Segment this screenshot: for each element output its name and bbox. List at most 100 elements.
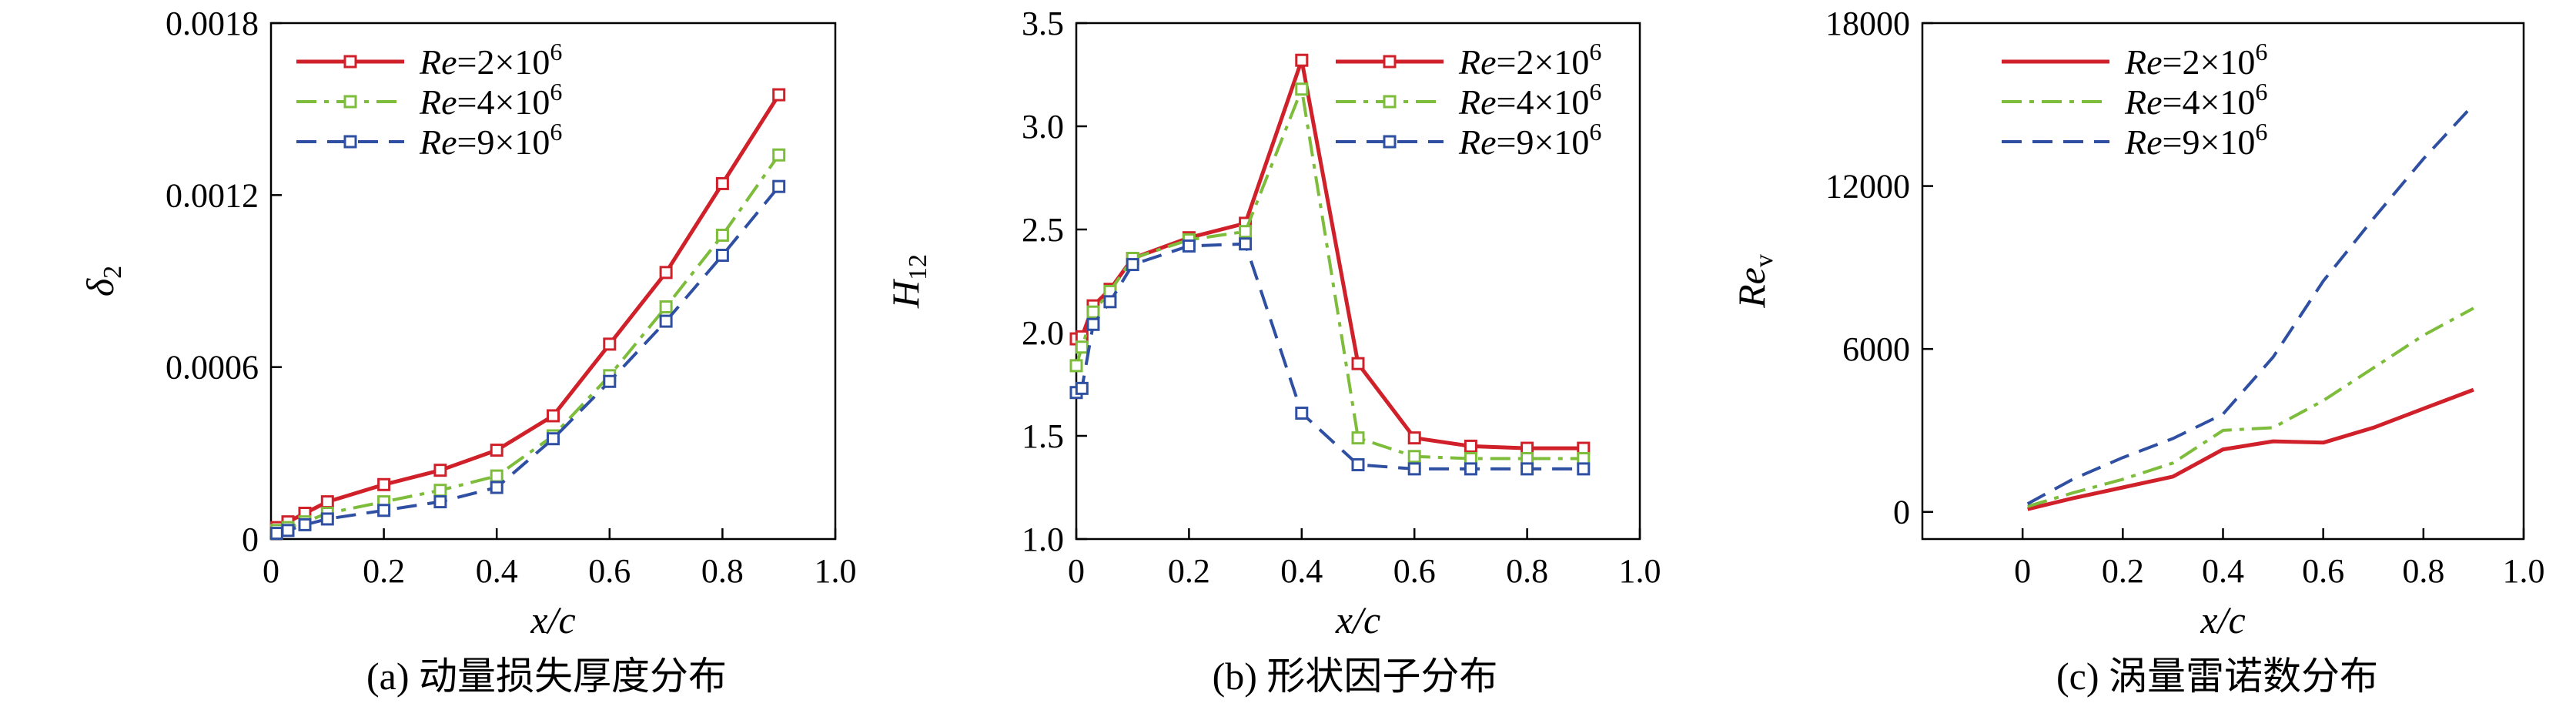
data-point-marker [1126, 258, 1139, 272]
x-tick-label: 0.4 [476, 552, 518, 590]
data-point-marker [281, 524, 295, 538]
data-point-marker [320, 495, 334, 509]
data-point-marker [547, 409, 560, 423]
series-line-1 [2027, 306, 2474, 508]
y-tick-label: 0.0006 [166, 349, 259, 387]
x-tick-label: 0.4 [2202, 552, 2244, 590]
data-point-marker [377, 504, 391, 517]
y-tick-label: 12000 [1825, 168, 1910, 206]
legend-marker [343, 55, 357, 69]
legend-label-2: Re=9×106 [2124, 118, 2267, 162]
y-tick-label: 6000 [1842, 330, 1910, 368]
data-point-marker [1069, 359, 1083, 373]
series-line-2 [2026, 103, 2475, 505]
panel-caption: (a) 动量损失厚度分布 [366, 655, 727, 698]
data-point-marker [1086, 317, 1100, 331]
data-point-marker [490, 481, 503, 494]
x-tick-label: 0.8 [2402, 552, 2444, 590]
y-tick-label: 0 [242, 521, 259, 558]
x-tick-label: 0.6 [588, 552, 631, 590]
x-tick-label: 0 [2014, 552, 2031, 590]
data-point-marker [1351, 357, 1365, 370]
x-tick-label: 1.0 [815, 552, 857, 590]
data-point-marker [1295, 53, 1309, 67]
legend-label-1: Re=4×106 [1458, 78, 1601, 122]
series-line-2 [276, 185, 781, 535]
data-point-marker [547, 432, 560, 446]
x-tick-label: 0.6 [1393, 552, 1436, 590]
data-point-marker [1407, 450, 1421, 464]
x-tick-label: 0 [1068, 552, 1085, 590]
x-axis-label: x/c [530, 598, 575, 641]
y-tick-label: 0.0018 [166, 5, 259, 42]
y-tick-label: 3.5 [1022, 5, 1064, 42]
legend-label-1: Re=4×106 [419, 78, 562, 122]
data-point-marker [603, 337, 617, 351]
legend-label-0: Re=2×106 [1458, 38, 1601, 82]
x-tick-label: 0.8 [701, 552, 744, 590]
x-axis-label: x/c [2200, 598, 2245, 641]
legend-label-0: Re=2×106 [419, 38, 562, 82]
y-tick-label: 1.5 [1022, 417, 1064, 455]
x-tick-label: 1.0 [2503, 552, 2545, 590]
series-line-2 [1075, 242, 1584, 471]
x-axis-label: x/c [1335, 598, 1380, 641]
data-point-marker [659, 314, 673, 328]
y-tick-label: 0.0012 [166, 176, 259, 214]
data-point-marker [1239, 225, 1253, 239]
data-point-marker [1239, 237, 1253, 251]
panel-caption: (b) 形状因子分布 [1213, 655, 1498, 698]
legend-marker [343, 135, 357, 149]
y-tick-label: 2.0 [1022, 314, 1064, 352]
data-point-marker [1295, 407, 1309, 420]
data-point-marker [715, 228, 729, 242]
data-point-marker [490, 444, 503, 457]
x-tick-label: 0 [263, 552, 279, 590]
y-tick-label: 3.0 [1022, 108, 1064, 146]
data-point-marker [1407, 431, 1421, 445]
data-point-marker [715, 176, 729, 190]
y-tick-label: 0 [1893, 494, 1910, 531]
data-point-marker [772, 88, 786, 102]
data-point-marker [1407, 462, 1421, 476]
data-point-marker [1103, 295, 1117, 309]
legend-label-2: Re=9×106 [1458, 118, 1601, 162]
data-point-marker [433, 464, 447, 477]
data-point-marker [1075, 340, 1089, 354]
data-point-marker [1182, 239, 1196, 253]
data-point-marker [659, 300, 673, 313]
data-point-marker [1086, 305, 1100, 319]
data-point-marker [772, 179, 786, 193]
data-point-marker [433, 495, 447, 509]
chart-panel-a: 0 0.2 0.4 0.6 0.8 1.0 0 0.0006 0.0012 0.0018 x/c δ2… [79, 5, 857, 698]
chart-panel-c: 0 0.2 0.4 0.6 0.8 1.0 0 6000 12000 18000 x/c Rev Re=… [1730, 5, 2545, 698]
chart-panel-b: 0 0.2 0.4 0.6 0.8 1.0 1.0 1.5 2.0 2.5 3.0 3.5 x/c H12… [884, 5, 1661, 698]
legend-marker [1383, 135, 1397, 149]
series-line-0 [2027, 387, 2474, 511]
y-axis-label: Rev [1730, 254, 1778, 309]
data-point-marker [433, 484, 447, 497]
x-tick-label: 0.2 [1168, 552, 1210, 590]
legend-marker [343, 95, 357, 109]
data-point-marker [1351, 431, 1365, 445]
data-point-marker [1075, 381, 1089, 395]
data-point-marker [1464, 439, 1477, 453]
data-point-marker [1464, 462, 1477, 476]
series-line-1 [276, 154, 781, 532]
data-point-marker [659, 266, 673, 280]
legend-label-1: Re=4×106 [2124, 78, 2267, 122]
legend-marker [1383, 55, 1397, 69]
x-tick-label: 0.2 [2102, 552, 2144, 590]
panel-caption: (c) 涡量雷诺数分布 [2056, 655, 2378, 698]
data-point-marker [377, 477, 391, 491]
data-point-marker [298, 517, 312, 531]
data-point-marker [320, 512, 334, 526]
y-tick-label: 2.5 [1022, 211, 1064, 249]
plot-frame [269, 22, 837, 541]
data-point-marker [1577, 462, 1591, 476]
data-point-marker [603, 374, 617, 388]
data-point-marker [490, 469, 503, 483]
data-point-marker [772, 148, 786, 162]
data-point-marker [1295, 82, 1309, 96]
legend-label-2: Re=9×106 [419, 118, 562, 162]
